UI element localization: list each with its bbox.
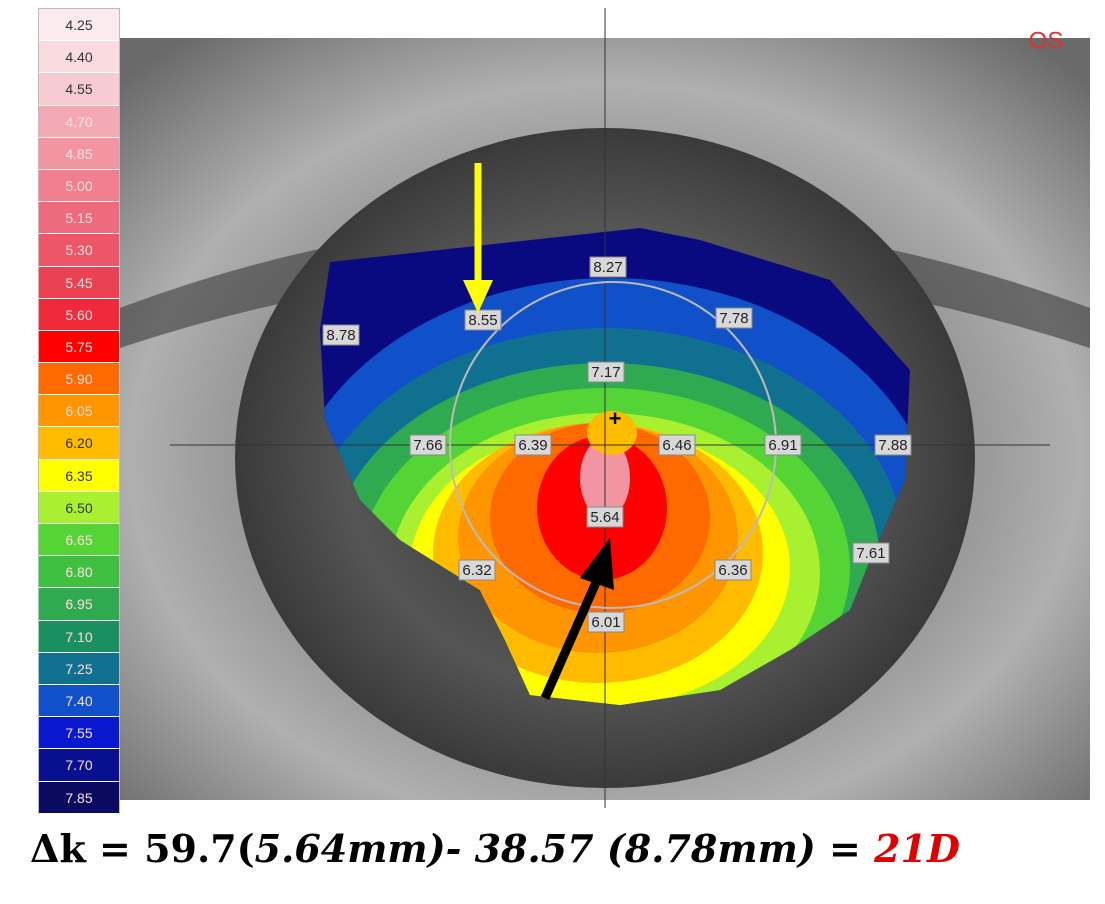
map-label: 8.27 [590, 257, 626, 277]
formula: Δk = 59.7(5.64mm)- 38.57 (8.78mm) = 21D [30, 826, 960, 871]
page: {"scale":[ {"label":"4.25","color":"#fbe… [0, 0, 1105, 904]
formula-part: Δk = 59.7( [30, 826, 255, 871]
scale-swatch: 7.85 [39, 782, 119, 814]
map-label: 6.39 [515, 435, 551, 455]
scale-swatch: 4.40 [39, 41, 119, 73]
map-label: 6.32 [459, 560, 495, 580]
map-label: 7.88 [875, 435, 911, 455]
scale-swatch: 7.25 [39, 653, 119, 685]
map-label: 7.17 [588, 362, 624, 382]
map-label-text: 7.88 [878, 437, 907, 454]
map-label-text: 8.27 [593, 259, 622, 276]
scale-swatch: 7.10 [39, 621, 119, 653]
scale-swatch: 6.65 [39, 524, 119, 556]
map-label-text: 6.39 [518, 437, 547, 454]
map-label-text: 7.66 [413, 437, 442, 454]
map-label: 6.36 [715, 560, 751, 580]
scale-swatch: 5.15 [39, 202, 119, 234]
scale-swatch: 4.55 [39, 73, 119, 105]
map-label-text: 5.64 [590, 509, 619, 526]
map-label: 7.66 [410, 435, 446, 455]
scale-swatch: 4.25 [39, 9, 119, 41]
map-label-text: 8.78 [326, 327, 355, 344]
map-label: 6.01 [588, 612, 624, 632]
scale-swatch: 7.55 [39, 717, 119, 749]
scale-swatch: 6.50 [39, 492, 119, 524]
scale-swatch: 6.20 [39, 427, 119, 459]
map-label: 8.55 [465, 310, 501, 330]
eye-side: OS [1029, 27, 1064, 54]
scale-swatch: 6.35 [39, 460, 119, 492]
scale-swatch: 7.70 [39, 749, 119, 781]
map-label: 6.91 [765, 435, 801, 455]
map-label-text: 6.91 [768, 437, 797, 454]
scale-swatch: 5.60 [39, 299, 119, 331]
map-label: 8.78 [323, 325, 359, 345]
center-mark: + [609, 406, 622, 431]
scale-swatch: 6.05 [39, 395, 119, 427]
map-label-text: 6.32 [462, 562, 491, 579]
map-label-text: 6.01 [591, 614, 620, 631]
map-label-text: 8.55 [468, 312, 497, 329]
map-label: 7.61 [853, 543, 889, 563]
map-label: 6.46 [659, 435, 695, 455]
scale-swatch: 4.85 [39, 138, 119, 170]
scale-swatch: 5.30 [39, 234, 119, 266]
formula-result: 21D [874, 826, 960, 871]
scale-swatch: 6.80 [39, 556, 119, 588]
scale-swatch: 7.40 [39, 685, 119, 717]
scale-swatch: 5.45 [39, 267, 119, 299]
map-label-text: 6.46 [662, 437, 691, 454]
formula-part: 5.64mm)- 38.57 (8.78mm) = [255, 826, 874, 871]
map-label-text: 6.36 [718, 562, 747, 579]
map-label-text: 7.17 [591, 364, 620, 381]
map-label: 7.78 [716, 308, 752, 328]
topography-view: + OS 8.27 8.55 7.78 8.78 7.17 7.66 6.39 6.46 6.9… [120, 8, 1095, 808]
scale-swatch: 5.90 [39, 363, 119, 395]
scale-swatch: 5.00 [39, 170, 119, 202]
scale-swatch: 5.75 [39, 331, 119, 363]
map-label-text: 7.78 [719, 310, 748, 327]
map-label-text: 7.61 [856, 545, 885, 562]
scale-swatch: 4.70 [39, 106, 119, 138]
scale-swatch: 6.95 [39, 588, 119, 620]
map-label: 5.64 [587, 507, 623, 527]
